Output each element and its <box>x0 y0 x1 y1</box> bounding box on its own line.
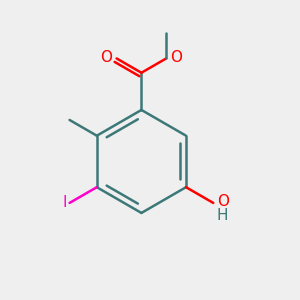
Text: O: O <box>169 50 181 64</box>
Text: H: H <box>217 208 228 223</box>
Text: O: O <box>217 194 229 209</box>
Text: O: O <box>100 50 112 64</box>
Text: I: I <box>62 195 67 210</box>
